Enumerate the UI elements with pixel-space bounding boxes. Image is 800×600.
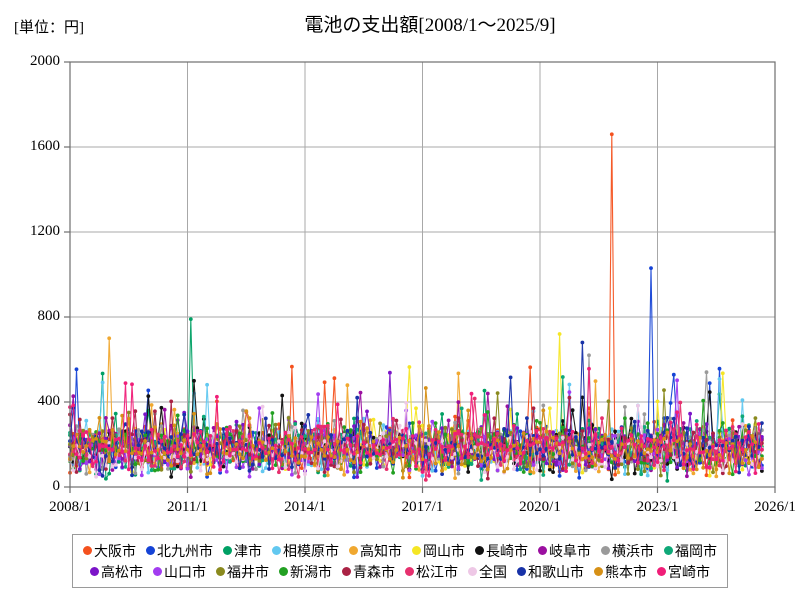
- legend-item-福岡市[interactable]: 福岡市: [664, 543, 717, 559]
- legend-marker-icon: [468, 567, 477, 576]
- legend-item-高松市[interactable]: 高松市: [90, 564, 143, 580]
- legend-marker-icon: [412, 546, 421, 555]
- legend-item-岐阜市[interactable]: 岐阜市: [538, 543, 591, 559]
- legend-marker-icon: [83, 546, 92, 555]
- x-tick-label: 2020/1: [519, 499, 561, 515]
- legend-item-高知市[interactable]: 高知市: [349, 543, 402, 559]
- legend-label: 岐阜市: [549, 542, 591, 559]
- y-tick-label: 800: [37, 308, 61, 324]
- legend-label: 松江市: [416, 563, 458, 580]
- legend-item-青森市[interactable]: 青森市: [342, 564, 395, 580]
- legend-item-全国[interactable]: 全国: [468, 564, 507, 580]
- y-tick-label: 1200: [30, 223, 60, 239]
- legend-label: 新潟市: [290, 563, 332, 580]
- legend-item-長崎市[interactable]: 長崎市: [475, 543, 528, 559]
- legend-marker-icon: [153, 567, 162, 576]
- legend-label: 岡山市: [423, 542, 465, 559]
- legend-item-宮崎市[interactable]: 宮崎市: [657, 564, 710, 580]
- legend-label: 福井市: [227, 563, 269, 580]
- legend-item-新潟市[interactable]: 新潟市: [279, 564, 332, 580]
- legend-row-1: 大阪市 北九州市 津市 相模原市 高知市 岡山市 長崎市 岐阜市 横浜市 福岡市: [77, 540, 723, 561]
- legend-label: 青森市: [353, 563, 395, 580]
- x-tick-label: 2008/1: [49, 499, 91, 515]
- legend-item-横浜市[interactable]: 横浜市: [601, 543, 654, 559]
- legend-marker-icon: [279, 567, 288, 576]
- chart-title: 電池の支出額[2008/1～2025/9]: [304, 15, 556, 36]
- legend-label: 横浜市: [612, 542, 654, 559]
- chart-legend: 大阪市 北九州市 津市 相模原市 高知市 岡山市 長崎市 岐阜市 横浜市 福岡市 高松市 山口市 福井…: [72, 534, 728, 588]
- legend-marker-icon: [475, 546, 484, 555]
- legend-marker-icon: [594, 567, 603, 576]
- legend-label: 大阪市: [94, 542, 136, 559]
- legend-item-福井市[interactable]: 福井市: [216, 564, 269, 580]
- legend-label: 高松市: [101, 563, 143, 580]
- legend-label: 北九州市: [157, 542, 213, 559]
- legend-label: 高知市: [360, 542, 402, 559]
- y-tick-label: 1600: [30, 138, 60, 154]
- x-tick-label: 2017/1: [401, 499, 444, 515]
- unit-label: [単位：円]: [14, 20, 84, 36]
- legend-marker-icon: [601, 546, 610, 555]
- legend-marker-icon: [223, 546, 232, 555]
- legend-item-北九州市[interactable]: 北九州市: [146, 543, 213, 559]
- legend-marker-icon: [146, 546, 155, 555]
- legend-label: 和歌山市: [528, 563, 584, 580]
- legend-row-2: 高松市 山口市 福井市 新潟市 青森市 松江市 全国 和歌山市 熊本市 宮崎市: [77, 561, 723, 582]
- legend-marker-icon: [517, 567, 526, 576]
- x-tick-label: 2014/1: [284, 499, 326, 515]
- legend-item-山口市[interactable]: 山口市: [153, 564, 206, 580]
- legend-item-松江市[interactable]: 松江市: [405, 564, 458, 580]
- legend-item-相模原市[interactable]: 相模原市: [272, 543, 339, 559]
- legend-marker-icon: [342, 567, 351, 576]
- x-tick-label: 2023/1: [636, 499, 679, 515]
- legend-label: 熊本市: [605, 563, 647, 580]
- legend-label: 津市: [234, 542, 262, 559]
- y-tick-label: 400: [37, 393, 61, 409]
- series-19: [68, 366, 764, 478]
- legend-item-熊本市[interactable]: 熊本市: [594, 564, 647, 580]
- legend-label: 福岡市: [675, 542, 717, 559]
- legend-item-大阪市[interactable]: 大阪市: [83, 543, 136, 559]
- y-tick-label: 0: [52, 478, 61, 494]
- legend-marker-icon: [538, 546, 547, 555]
- legend-marker-icon: [405, 567, 414, 576]
- legend-label: 宮崎市: [668, 563, 710, 580]
- legend-item-和歌山市[interactable]: 和歌山市: [517, 564, 584, 580]
- x-tick-label: 2011/1: [166, 499, 209, 515]
- legend-item-津市[interactable]: 津市: [223, 543, 262, 559]
- legend-label: 相模原市: [283, 542, 339, 559]
- legend-label: 山口市: [164, 563, 206, 580]
- legend-marker-icon: [657, 567, 666, 576]
- legend-marker-icon: [272, 546, 281, 555]
- legend-label: 長崎市: [486, 542, 528, 559]
- legend-marker-icon: [90, 567, 99, 576]
- x-tick-label: 2026/1: [754, 499, 796, 515]
- legend-item-岡山市[interactable]: 岡山市: [412, 543, 465, 559]
- legend-label: 全国: [479, 563, 507, 580]
- legend-marker-icon: [349, 546, 358, 555]
- y-tick-label: 2000: [30, 53, 60, 69]
- legend-marker-icon: [216, 567, 225, 576]
- legend-marker-icon: [664, 546, 673, 555]
